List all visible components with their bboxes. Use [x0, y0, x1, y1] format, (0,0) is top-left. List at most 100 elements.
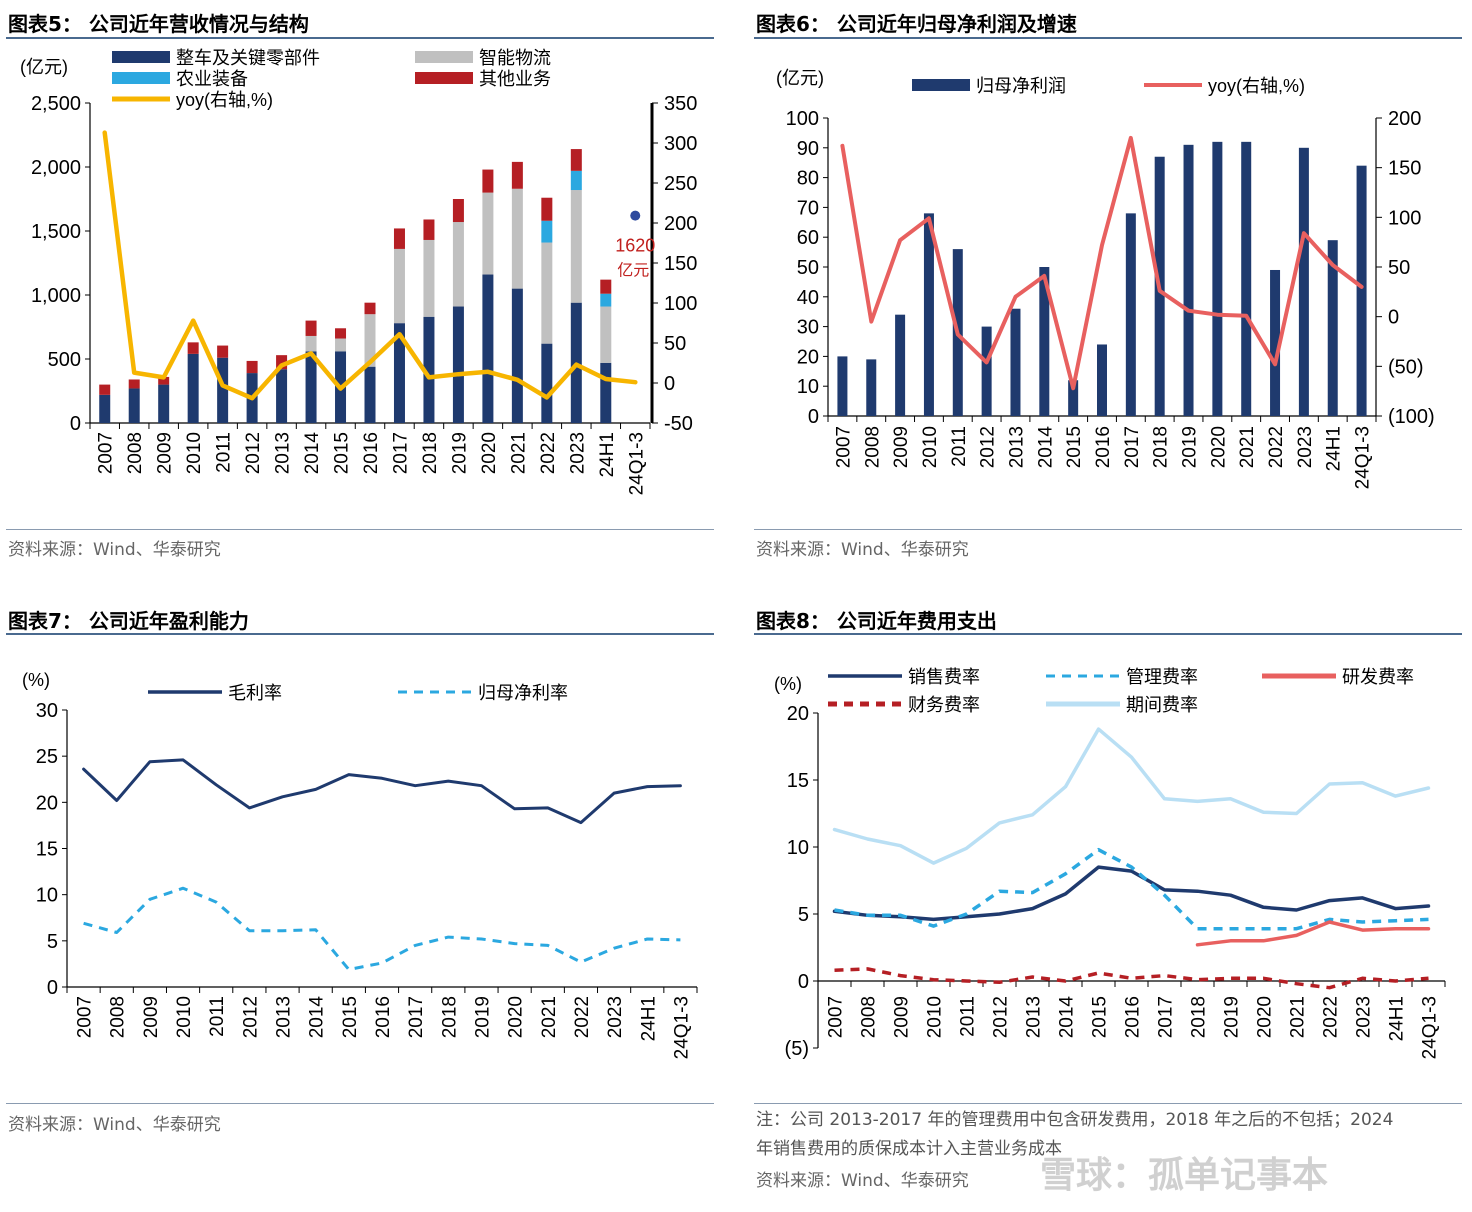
x-tick-label: 2007 [75, 996, 96, 1038]
right-tick-label: 50 [664, 333, 686, 355]
x-tick-label: 2009 [155, 432, 176, 474]
bar-其他业务 [158, 376, 170, 385]
x-tick-label: 2022 [538, 432, 559, 474]
bar-归母净利润 [866, 359, 877, 416]
bar-归母净利润 [923, 213, 934, 416]
right-tick-label: 300 [664, 133, 697, 155]
bar-整车及关键零部件 [511, 288, 523, 423]
point-24q1-3-revenue [630, 210, 641, 221]
bar-其他业务 [187, 342, 199, 354]
legend-swatch [912, 79, 970, 91]
right-tick-label: 150 [664, 253, 697, 275]
x-tick-label: 2014 [307, 996, 328, 1039]
bar-归母净利润 [1039, 267, 1050, 416]
x-tick-label: 2013 [1024, 996, 1045, 1038]
x-tick-label: 2023 [605, 996, 626, 1038]
bar-智能物流 [423, 239, 435, 317]
x-tick-label: 2022 [1321, 996, 1342, 1038]
x-tick-label: 2011 [958, 996, 979, 1037]
right-tick-label: 100 [1388, 207, 1421, 229]
x-tick-label: 2023 [1295, 426, 1316, 468]
fig8-title: 图表8： 公司近年费用支出 [756, 609, 997, 633]
x-tick-label: 2009 [141, 996, 162, 1038]
bar-智能物流 [452, 222, 464, 307]
bar-归母净利润 [1327, 240, 1338, 416]
right-tick-label: 350 [664, 93, 697, 115]
x-tick-label: 24H1 [638, 996, 659, 1041]
x-tick-label: 2010 [920, 426, 941, 468]
x-tick-label: 24Q1-3 [671, 996, 692, 1059]
left-tick-label: 30 [36, 700, 58, 722]
legend-label: yoy(右轴,%) [1208, 76, 1305, 96]
legend-label: 财务费率 [908, 695, 980, 715]
x-tick-label: 2020 [479, 432, 500, 474]
bar-整车及关键零部件 [305, 351, 317, 423]
fig6-title: 图表6： 公司近年归母净利润及增速 [756, 12, 1077, 36]
x-tick-label: 2012 [243, 432, 264, 474]
x-tick-label: 24H1 [1387, 996, 1408, 1041]
x-tick-label: 24Q1-3 [1420, 996, 1441, 1059]
x-tick-label: 2019 [1222, 996, 1243, 1038]
left-tick-label: 90 [797, 138, 819, 160]
fig7-source: 资料来源：Wind、华泰研究 [8, 1115, 221, 1135]
bar-整车及关键零部件 [423, 316, 435, 423]
bar-其他业务 [570, 149, 582, 171]
bar-其他业务 [217, 345, 229, 358]
fig7-chart: 0 5 10 15 20 25 30 2007 2008 2009 2010 2011 2012 2013… [22, 670, 698, 1059]
legend-swatch [112, 51, 170, 63]
bar-整车及关键零部件 [452, 306, 464, 423]
right-tick-label: 200 [664, 213, 697, 235]
x-tick-label: 24Q1-3 [1353, 426, 1374, 489]
bar-其他业务 [511, 161, 523, 189]
point-label-unit: 亿元 [617, 262, 649, 280]
right-tick-label: (50) [1388, 356, 1424, 378]
fig7-top-rule [6, 633, 714, 635]
legend-label: 归母净利润 [976, 76, 1066, 96]
bar-智能物流 [482, 192, 494, 275]
left-tick-label: 40 [797, 287, 819, 309]
watermark: 雪球：孤单记事本 [1040, 1155, 1329, 1196]
left-tick-label: (5) [785, 1038, 809, 1060]
x-tick-label: 2013 [1006, 426, 1027, 468]
left-tick-label: 1,500 [31, 221, 81, 243]
left-tick-label: 0 [47, 977, 58, 999]
bar-其他业务 [541, 197, 553, 221]
x-tick-label: 2018 [1189, 996, 1210, 1038]
fig8-chart: (5) 0 5 10 15 20 2007 2008 2009 2010 2011 2012 2013 2… [774, 667, 1446, 1060]
left-tick-label: 10 [797, 376, 819, 398]
bar-整车及关键零部件 [187, 353, 199, 423]
bar-智能物流 [541, 242, 553, 344]
x-tick-label: 2012 [240, 996, 261, 1038]
bar-农业装备 [600, 293, 612, 307]
line-销售费率 [832, 865, 1431, 922]
left-tick-label: 0 [808, 406, 819, 428]
x-tick-label: 2020 [1208, 426, 1229, 468]
bar-其他业务 [335, 328, 347, 339]
x-tick-label: 2011 [214, 432, 235, 473]
left-tick-label: 30 [797, 317, 819, 339]
y-axis-label: (亿元) [776, 68, 824, 88]
bar-其他业务 [276, 355, 288, 370]
fig8-note-line1: 注：公司 2013-2017 年的管理费用中包含研发费用，2018 年之后的不包… [756, 1110, 1394, 1130]
left-tick-label: 2,500 [31, 93, 81, 115]
x-tick-label: 2014 [302, 432, 323, 475]
bar-归母净利润 [981, 326, 992, 416]
bar-整车及关键零部件 [482, 274, 494, 423]
left-tick-label: 50 [797, 257, 819, 279]
y-axis-label: (%) [774, 674, 802, 694]
bar-其他业务 [246, 360, 258, 374]
x-tick-label: 2020 [506, 996, 527, 1038]
x-tick-label: 2017 [390, 432, 411, 474]
bar-归母净利润 [1068, 380, 1079, 416]
bar-归母净利润 [1212, 141, 1223, 416]
bar-农业装备 [570, 170, 582, 191]
legend-label: 管理费率 [1126, 667, 1198, 687]
x-tick-label: 2010 [174, 996, 195, 1038]
x-tick-label: 2008 [108, 996, 129, 1038]
x-tick-label: 2020 [1255, 996, 1276, 1038]
x-tick-label: 2022 [1266, 426, 1287, 468]
fig5-bottom-rule [6, 529, 714, 530]
x-tick-label: 2009 [892, 996, 913, 1038]
x-tick-label: 2014 [1057, 996, 1078, 1039]
x-tick-label: 24H1 [1324, 426, 1345, 471]
